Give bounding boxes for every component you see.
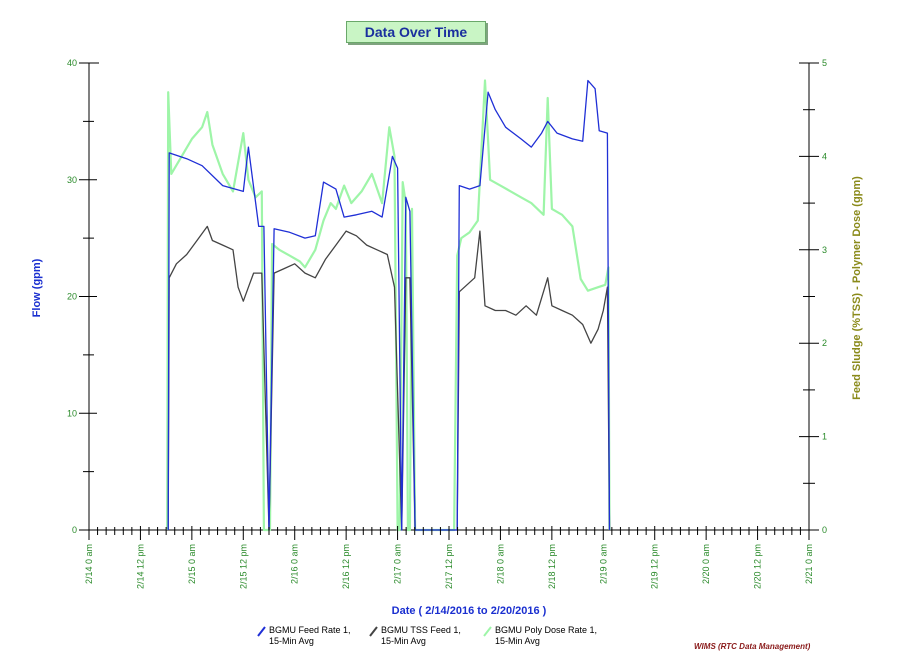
left-tick-label: 40	[67, 58, 77, 68]
left-tick-label: 20	[67, 292, 77, 302]
right-tick-label: 5	[822, 58, 827, 68]
x-tick-label: 2/15 0 am	[187, 544, 197, 584]
legend-label: BGMU Feed Rate 1, 15-Min Avg	[269, 625, 351, 646]
x-tick-label: 2/17 12 pm	[444, 544, 454, 589]
x-tick-label: 2/14 0 am	[84, 544, 94, 584]
legend-label: BGMU Poly Dose Rate 1, 15-Min Avg	[495, 625, 597, 646]
legend-swatch	[369, 626, 378, 637]
x-tick-label: 2/15 12 pm	[238, 544, 248, 589]
left-tick-label: 30	[67, 175, 77, 185]
x-tick-label: 2/16 0 am	[290, 544, 300, 584]
x-tick-label: 2/18 0 am	[495, 544, 505, 584]
left-tick-label: 0	[72, 525, 77, 535]
footer-credit: WIMS (RTC Data Management)	[694, 642, 811, 651]
right-tick-label: 0	[822, 525, 827, 535]
right-tick-label: 3	[822, 245, 827, 255]
x-tick-label: 2/19 0 am	[598, 544, 608, 584]
series-line-2	[166, 79, 611, 532]
chart-title: Data Over Time	[346, 21, 486, 43]
right-tick-label: 2	[822, 338, 827, 348]
tick-labels: 0 10 20 30 40 0 1 2 3 4 5 2/14 0 am 2/14 12 pm 2/15 0…	[67, 58, 827, 589]
legend-swatch	[483, 626, 492, 637]
x-tick-label: 2/19 12 pm	[650, 544, 660, 589]
legend-swatch	[257, 626, 266, 637]
series-line-0	[167, 79, 611, 531]
axis-labels: Date ( 2/14/2016 to 2/20/2016 ) Flow (gpm…	[31, 176, 863, 617]
legend: BGMU Feed Rate 1, 15-Min Avg BGMU TSS Feed…	[257, 625, 597, 646]
y-axis-label-right: Feed Sludge (%TSS) - Polymer Dose (gpm)	[851, 176, 863, 400]
x-tick-label: 2/20 12 pm	[753, 544, 763, 589]
right-tick-label: 1	[822, 432, 827, 442]
x-tick-label: 2/20 0 am	[701, 544, 711, 584]
x-tick-label: 2/16 12 pm	[341, 544, 351, 589]
x-tick-label: 2/18 12 pm	[547, 544, 557, 589]
y-axis-label-left: Flow (gpm)	[31, 258, 43, 317]
x-tick-label: 2/21 0 am	[804, 544, 814, 584]
legend-label: BGMU TSS Feed 1, 15-Min Avg	[381, 625, 461, 646]
x-tick-label: 2/17 0 am	[393, 544, 403, 584]
series-line-1	[167, 225, 611, 531]
x-axis-label: Date ( 2/14/2016 to 2/20/2016 )	[392, 605, 547, 617]
x-tick-label: 2/14 12 pm	[135, 544, 145, 589]
left-tick-label: 10	[67, 408, 77, 418]
series-layer	[166, 79, 611, 532]
right-tick-label: 4	[822, 151, 827, 161]
